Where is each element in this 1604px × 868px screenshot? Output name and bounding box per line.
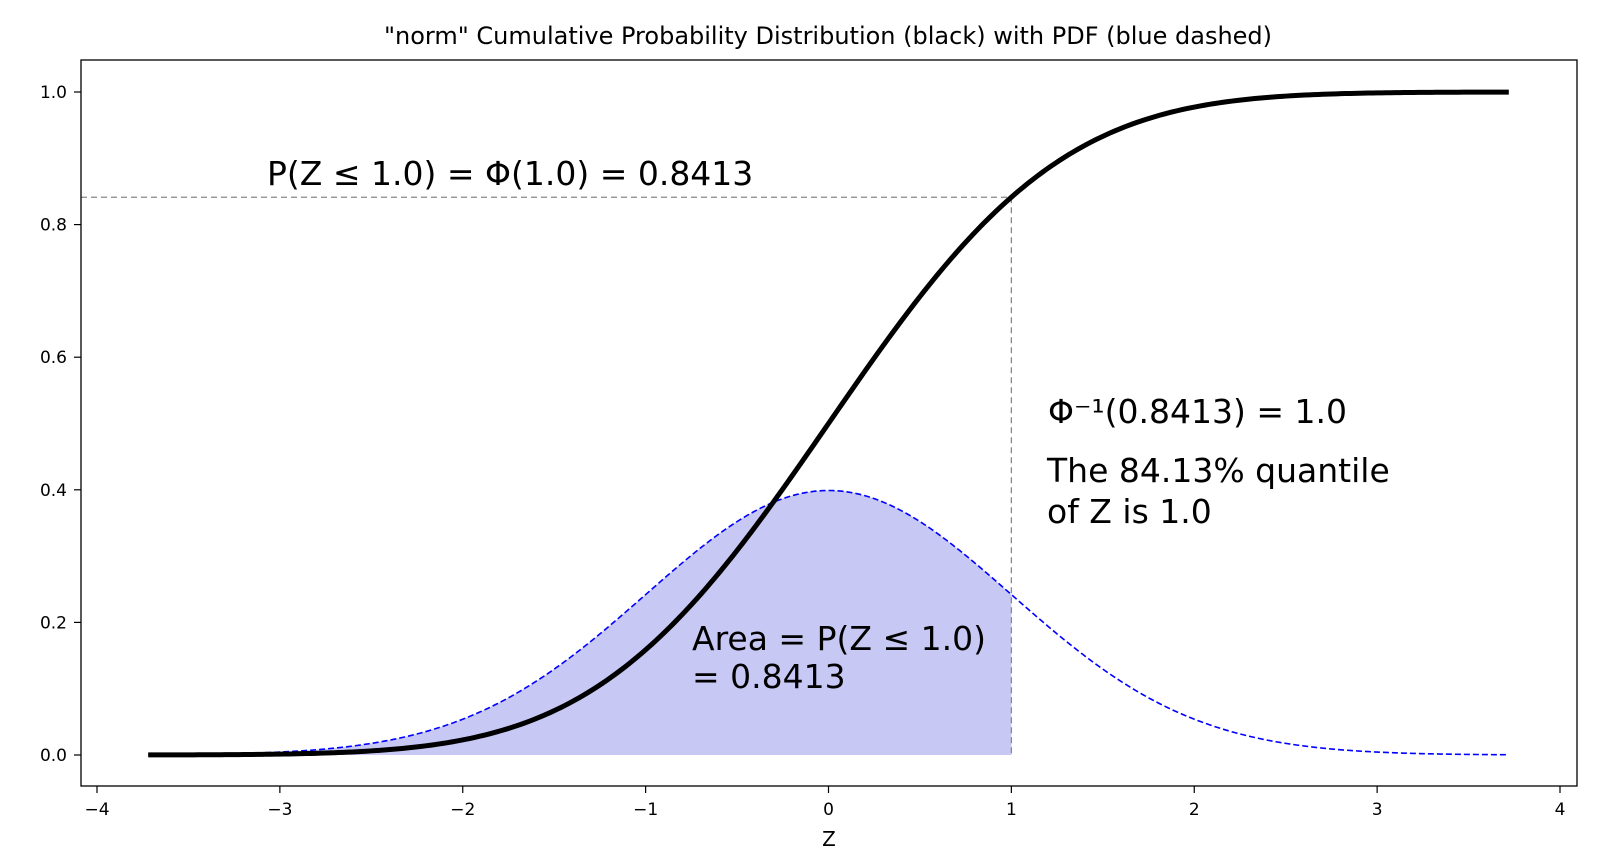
- annotation-inverse-cdf: Φ⁻¹(0.8413) = 1.0: [1048, 392, 1347, 431]
- x-tick-label: −2: [450, 800, 475, 820]
- y-tick-label: 0.0: [40, 746, 67, 766]
- annotation-area-line1: Area = P(Z ≤ 1.0): [692, 619, 986, 658]
- y-tick-label: 0.2: [40, 613, 67, 633]
- annotation-cdf-value: P(Z ≤ 1.0) = Φ(1.0) = 0.8413: [267, 154, 753, 193]
- x-axis-label: Z: [822, 827, 836, 851]
- x-tick-label: −1: [633, 800, 658, 820]
- cdf-series-line: [148, 89, 1509, 758]
- annotation-quantile-line1: The 84.13% quantile: [1046, 451, 1390, 490]
- y-axis: 0.0 0.2 0.4 0.6 0.8 1.0: [40, 83, 81, 766]
- x-tick-label: −3: [267, 800, 292, 820]
- x-tick-label: 2: [1189, 800, 1200, 820]
- y-tick-label: 0.6: [40, 348, 67, 368]
- x-tick-label: 1: [1006, 800, 1017, 820]
- pdf-shaded-area: [148, 490, 1012, 755]
- y-tick-label: 0.4: [40, 481, 67, 501]
- x-tick-label: −4: [84, 800, 109, 820]
- plot-area: [81, 89, 1509, 758]
- annotation-area-line2: = 0.8413: [692, 657, 846, 696]
- annotation-quantile-line2: of Z is 1.0: [1047, 492, 1212, 531]
- y-tick-label: 0.8: [40, 216, 67, 236]
- chart-title: "norm" Cumulative Probability Distributi…: [384, 22, 1272, 50]
- x-axis: −4 −3 −2 −1 0 1 2 3 4: [84, 786, 1565, 820]
- x-tick-label: 3: [1372, 800, 1383, 820]
- x-tick-label: 4: [1555, 800, 1566, 820]
- pdf-series-line: [148, 489, 1509, 756]
- y-tick-label: 1.0: [40, 83, 67, 103]
- x-tick-label: 0: [823, 800, 834, 820]
